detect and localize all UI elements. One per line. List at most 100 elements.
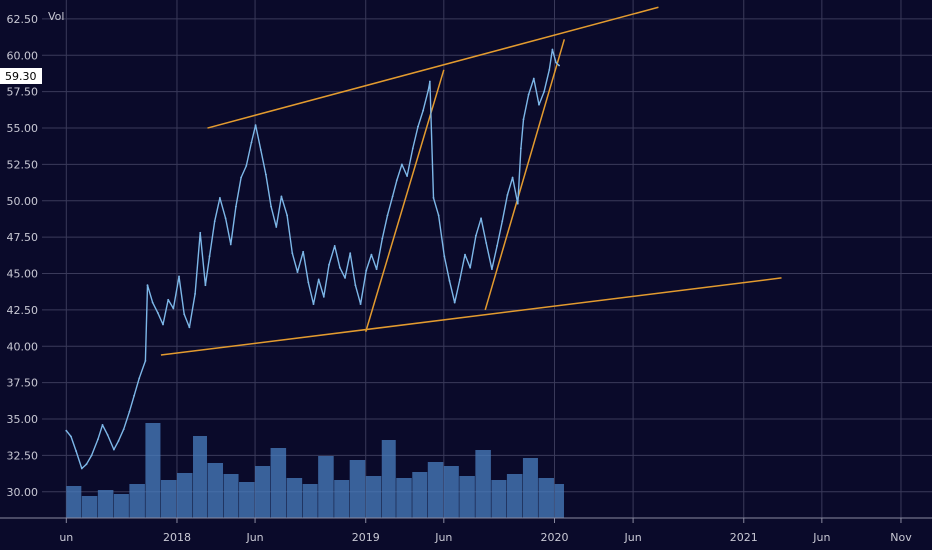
volume-bar	[97, 490, 114, 518]
y-tick-label: 42.50	[7, 304, 39, 317]
volume-bar	[349, 460, 366, 518]
x-tick-label: Jun	[245, 531, 263, 544]
price-point	[551, 48, 554, 51]
price-point	[522, 118, 525, 121]
price-point	[555, 61, 557, 64]
price-point	[469, 266, 472, 269]
price-point	[506, 194, 509, 196]
volume-bar	[396, 478, 412, 518]
price-point	[96, 438, 99, 441]
volume-bar	[443, 466, 459, 518]
x-tick-label: Jun	[434, 531, 452, 544]
volume-bar	[286, 478, 303, 518]
price-point	[65, 429, 68, 432]
price-point	[322, 295, 325, 298]
legend-label: Vol	[48, 10, 64, 23]
price-point	[496, 245, 498, 247]
price-point	[427, 89, 430, 92]
price-point	[349, 252, 352, 255]
price-point	[90, 454, 93, 457]
volume-bar	[412, 472, 428, 518]
price-point	[162, 323, 164, 326]
y-tick-label: 35.00	[7, 413, 39, 426]
price-point	[224, 217, 227, 220]
volume-bar	[270, 448, 287, 518]
x-tick-label: 2019	[352, 531, 380, 544]
price-point	[333, 245, 336, 247]
price-point	[519, 147, 522, 150]
price-point	[432, 196, 435, 199]
price-point	[101, 423, 104, 426]
price-point	[117, 439, 120, 442]
volume-bar	[239, 482, 255, 518]
x-tick-label: Nov	[890, 531, 912, 544]
volume-bar	[193, 436, 207, 518]
volume-bar	[302, 484, 318, 518]
y-tick-label: 47.50	[7, 231, 39, 244]
volume-bar	[427, 462, 444, 518]
price-badge-text: 59.30	[5, 70, 37, 83]
price-point	[265, 173, 267, 176]
trendline	[207, 6, 659, 129]
price-point	[338, 266, 341, 269]
price-point	[428, 80, 431, 83]
y-tick-label: 40.00	[7, 340, 39, 353]
price-point	[485, 242, 488, 244]
y-tick-label: 57.50	[7, 86, 39, 99]
volume-bar	[81, 496, 98, 518]
x-tick-label: 2021	[730, 531, 758, 544]
price-point	[417, 125, 419, 128]
x-tick-label: 2020	[540, 531, 568, 544]
y-tick-label: 50.00	[7, 195, 39, 208]
volume-bar	[554, 484, 564, 518]
price-point	[133, 394, 135, 397]
price-point	[532, 77, 535, 80]
price-point	[543, 90, 546, 93]
price-point	[188, 326, 191, 329]
trendline	[160, 277, 782, 356]
price-point	[167, 298, 170, 301]
price-badge: 59.30	[0, 68, 42, 84]
price-point	[151, 301, 154, 304]
price-point	[178, 275, 180, 278]
price-point	[75, 450, 78, 452]
price-point	[250, 141, 253, 144]
price-point	[422, 109, 425, 112]
y-tick-label: 45.00	[7, 268, 39, 281]
volume-bar	[381, 440, 396, 518]
price-point	[138, 377, 141, 380]
price-point	[516, 202, 519, 205]
price-point	[464, 253, 466, 256]
volume-bar	[522, 458, 538, 518]
price-point	[375, 268, 378, 271]
price-point	[218, 196, 221, 199]
price-point	[286, 214, 289, 217]
price-point	[501, 220, 504, 223]
price-point	[370, 253, 373, 256]
y-tick-label: 30.00	[7, 486, 39, 499]
price-point	[480, 217, 482, 220]
volume-bar	[318, 456, 334, 518]
volume-bar	[506, 474, 523, 518]
price-point	[229, 243, 232, 246]
volume-bar	[176, 473, 193, 518]
price-point	[391, 195, 394, 198]
volume-bar	[475, 450, 491, 518]
price-point	[235, 205, 237, 208]
price-point	[411, 147, 414, 150]
price-point	[208, 255, 211, 257]
price-point	[199, 231, 202, 234]
volume-bar	[365, 476, 382, 518]
volume-bar	[491, 480, 507, 518]
price-point	[213, 220, 216, 223]
price-point	[254, 124, 257, 127]
x-tick-label: Jun	[623, 531, 641, 544]
volume-bar	[459, 476, 475, 518]
price-point	[194, 293, 196, 295]
volume-bar	[145, 423, 161, 518]
price-badge-box	[0, 68, 42, 84]
price-point	[458, 278, 461, 281]
volume-bar	[334, 480, 350, 518]
